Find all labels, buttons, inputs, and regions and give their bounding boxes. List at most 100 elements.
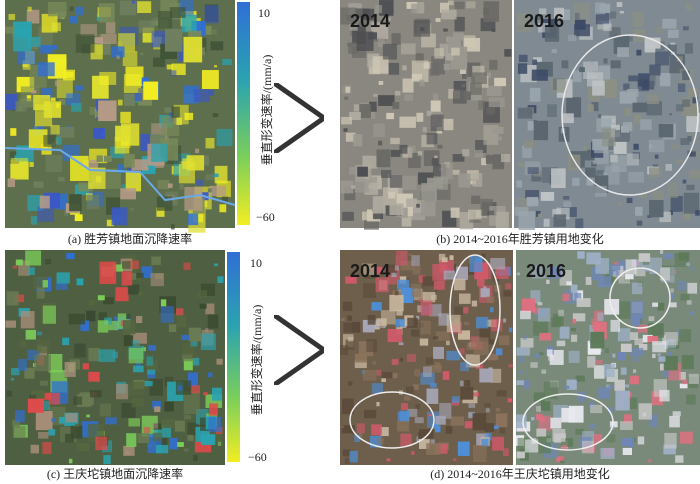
texture-patch <box>380 169 392 178</box>
texture-patch <box>686 113 700 133</box>
texture-patch <box>663 355 678 371</box>
texture-patch <box>669 210 673 215</box>
texture-patch <box>88 371 100 382</box>
texture-patch <box>205 174 215 180</box>
texture-patch <box>203 392 208 396</box>
texture-patch <box>453 80 467 91</box>
texture-patch <box>533 392 545 402</box>
texture-patch <box>187 422 199 436</box>
texture-patch <box>398 342 404 346</box>
colorbar-label: 垂直形变速率/(mm/a) <box>259 55 274 166</box>
texture-patch <box>487 210 495 215</box>
texture-patch <box>71 103 82 112</box>
texture-patch <box>633 114 642 124</box>
texture-patch <box>6 390 13 397</box>
texture-patch <box>683 26 689 31</box>
texture-patch <box>657 302 665 311</box>
texture-patch <box>695 210 700 216</box>
texture-patch <box>608 264 621 276</box>
texture-patch <box>11 367 20 376</box>
texture-patch <box>97 320 109 333</box>
texture-patch <box>604 165 620 185</box>
texture-patch <box>128 418 141 427</box>
texture-patch <box>574 24 590 37</box>
texture-patch <box>177 442 184 447</box>
texture-patch <box>402 65 407 71</box>
texture-patch <box>75 34 95 53</box>
texture-patch <box>652 341 667 353</box>
texture-patch <box>598 114 602 118</box>
texture-patch <box>98 349 116 362</box>
texture-patch <box>378 95 395 106</box>
texture-patch <box>205 303 215 315</box>
texture-patch <box>665 164 673 171</box>
texture-patch <box>472 444 487 463</box>
texture-patch <box>608 407 614 413</box>
texture-patch <box>450 207 460 218</box>
texture-patch <box>54 140 58 144</box>
texture-patch <box>457 441 470 456</box>
texture-patch <box>631 259 643 267</box>
texture-patch <box>486 154 490 159</box>
texture-patch <box>500 153 511 163</box>
texture-patch <box>617 328 631 342</box>
texture-patch <box>349 450 358 463</box>
texture-patch <box>18 260 30 276</box>
texture-patch <box>366 339 378 353</box>
texture-patch <box>183 448 189 452</box>
texture-patch <box>347 42 352 47</box>
texture-patch <box>529 87 541 102</box>
texture-patch <box>570 327 576 332</box>
texture-patch <box>488 367 493 371</box>
texture-patch <box>369 435 382 448</box>
texture-patch <box>24 367 35 379</box>
texture-patch <box>112 351 118 359</box>
texture-patch <box>103 455 111 465</box>
texture-patch <box>18 358 27 371</box>
texture-patch <box>638 403 652 420</box>
texture-patch <box>376 369 382 376</box>
texture-patch <box>209 403 218 416</box>
texture-patch <box>164 376 174 387</box>
texture-patch <box>679 431 693 444</box>
colorbar-label: 垂直形变速率/(mm/a) <box>249 305 264 416</box>
texture-patch <box>181 334 190 340</box>
texture-patch <box>351 46 367 58</box>
texture-patch <box>430 364 442 373</box>
texture-patch <box>400 403 408 410</box>
texture-patch <box>590 62 594 65</box>
texture-patch <box>415 404 421 410</box>
texture-patch <box>560 438 574 447</box>
texture-patch <box>422 127 427 133</box>
texture-patch <box>517 107 533 119</box>
texture-patch <box>682 70 690 81</box>
texture-patch <box>516 347 530 356</box>
texture-patch <box>108 320 119 331</box>
texture-patch <box>508 327 513 333</box>
texture-patch <box>658 123 674 138</box>
texture-patch <box>544 25 560 42</box>
texture-patch <box>347 315 353 321</box>
texture-patch <box>504 49 512 57</box>
texture-patch <box>349 111 361 121</box>
texture-patch <box>373 123 385 137</box>
texture-patch <box>516 451 525 459</box>
texture-patch <box>462 307 469 314</box>
texture-patch <box>211 387 222 401</box>
texture-patch <box>520 310 531 320</box>
texture-patch <box>531 69 548 81</box>
texture-patch <box>683 192 700 214</box>
colorbar-bottom: −60 <box>248 450 267 464</box>
texture-patch <box>401 43 416 55</box>
texture-patch <box>66 93 81 106</box>
texture-patch <box>156 437 168 449</box>
texture-patch <box>471 72 487 84</box>
texture-patch <box>620 367 627 375</box>
texture-patch <box>670 288 674 293</box>
texture-patch <box>28 267 35 275</box>
texture-patch <box>485 433 492 441</box>
texture-patch <box>122 51 138 67</box>
texture-patch <box>471 300 478 307</box>
texture-patch <box>378 37 386 48</box>
texture-patch <box>344 96 349 100</box>
